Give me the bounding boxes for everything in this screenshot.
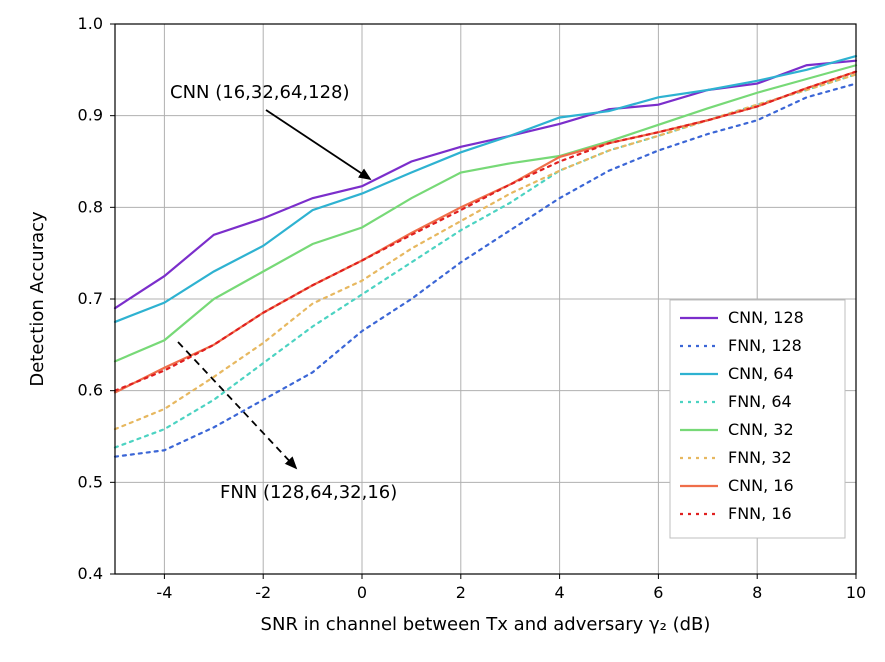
legend-label-cnn32: CNN, 32 <box>728 420 794 439</box>
x-tick-label: -2 <box>255 583 271 602</box>
y-tick-label: 0.4 <box>78 564 103 583</box>
legend-label-fnn16: FNN, 16 <box>728 504 792 523</box>
y-tick-label: 0.9 <box>78 106 103 125</box>
x-tick-label: 4 <box>555 583 565 602</box>
x-axis-label: SNR in channel between Tx and adversary … <box>261 614 711 635</box>
y-axis-label: Detection Accuracy <box>27 211 48 387</box>
annotation-text-1: FNN (128,64,32,16) <box>220 482 397 503</box>
annotation-text-0: CNN (16,32,64,128) <box>170 82 350 103</box>
x-tick-label: 10 <box>846 583 866 602</box>
legend-label-fnn32: FNN, 32 <box>728 448 792 467</box>
legend-label-cnn128: CNN, 128 <box>728 308 804 327</box>
x-tick-label: 6 <box>653 583 663 602</box>
y-tick-label: 0.5 <box>78 472 103 491</box>
y-tick-label: 1.0 <box>78 14 103 33</box>
x-tick-label: 0 <box>357 583 367 602</box>
legend-label-cnn64: CNN, 64 <box>728 364 794 383</box>
y-tick-label: 0.6 <box>78 381 103 400</box>
y-tick-label: 0.8 <box>78 197 103 216</box>
legend-label-fnn64: FNN, 64 <box>728 392 792 411</box>
x-tick-label: 2 <box>456 583 466 602</box>
x-tick-label: -4 <box>156 583 172 602</box>
legend-label-cnn16: CNN, 16 <box>728 476 794 495</box>
x-tick-label: 8 <box>752 583 762 602</box>
y-tick-label: 0.7 <box>78 289 103 308</box>
chart-svg: -4 -2 0 2 4 6 8 10 0.4 0.5 0.6 0.7 0.8 0.9 1.0 SNR in c… <box>0 0 885 662</box>
line-chart: -4 -2 0 2 4 6 8 10 0.4 0.5 0.6 0.7 0.8 0.9 1.0 SNR in c… <box>0 0 885 662</box>
legend-label-fnn128: FNN, 128 <box>728 336 802 355</box>
